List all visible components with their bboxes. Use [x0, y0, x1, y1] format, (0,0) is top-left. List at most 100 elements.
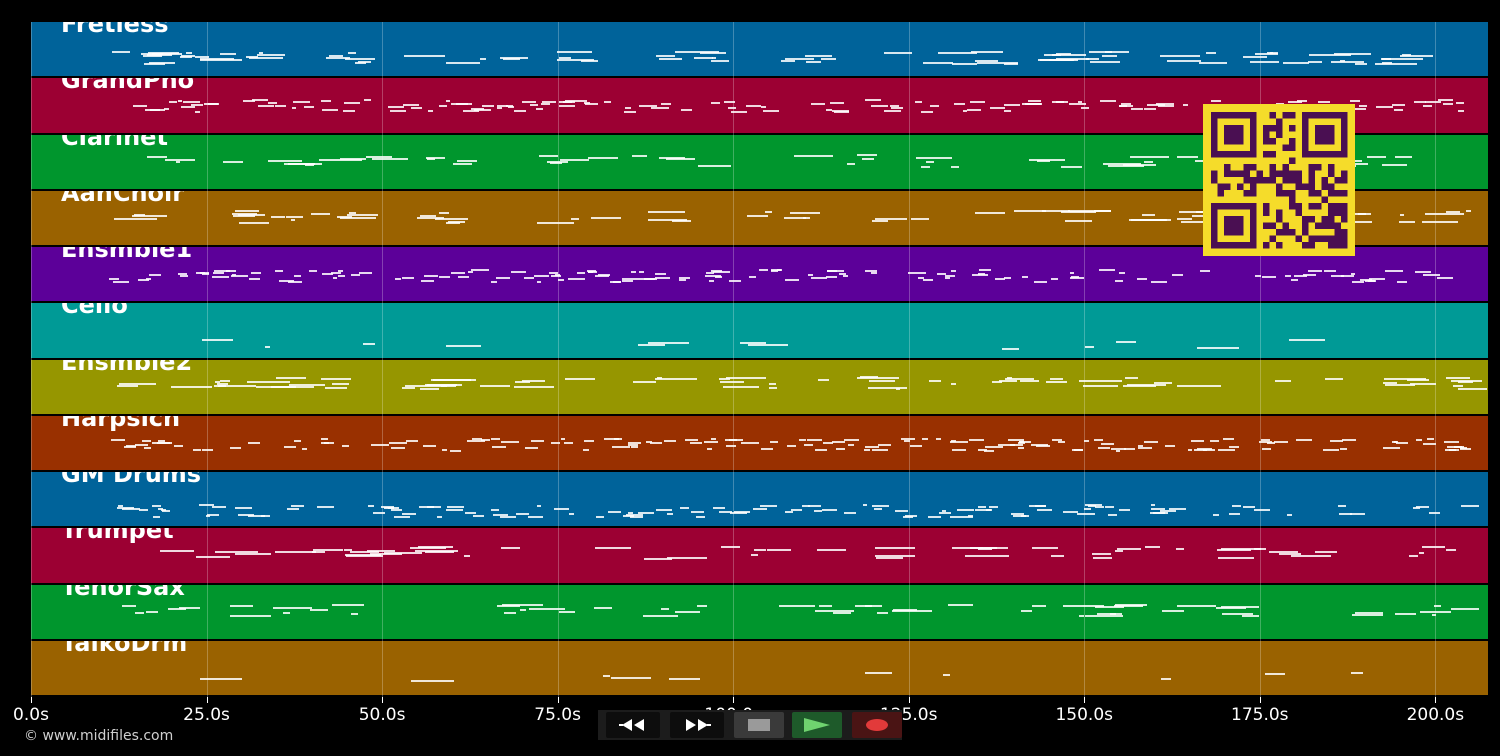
note	[875, 556, 903, 559]
note	[1217, 449, 1235, 452]
note	[591, 216, 622, 219]
note	[622, 278, 640, 281]
note	[695, 515, 706, 518]
note	[802, 217, 810, 220]
note	[145, 610, 158, 613]
note	[181, 106, 196, 109]
note	[811, 102, 825, 105]
rewind-button[interactable]	[606, 712, 660, 738]
note	[313, 549, 343, 552]
note	[1334, 52, 1372, 55]
note	[229, 604, 254, 607]
note	[1329, 439, 1343, 442]
note	[332, 276, 337, 279]
note	[1262, 447, 1272, 450]
play-button[interactable]	[792, 712, 842, 738]
record-button[interactable]	[852, 712, 902, 738]
note	[114, 217, 158, 220]
note	[122, 508, 140, 511]
note	[293, 101, 311, 104]
note	[521, 379, 545, 382]
note	[1451, 608, 1479, 611]
gridline	[1084, 22, 1086, 697]
note	[174, 445, 183, 448]
note	[332, 604, 364, 607]
note	[871, 449, 888, 452]
track-cello: Cello	[31, 303, 1488, 360]
note	[245, 55, 259, 58]
note	[970, 50, 1003, 53]
note	[111, 51, 130, 54]
note	[389, 109, 407, 112]
note	[1099, 269, 1115, 272]
note	[1355, 62, 1368, 65]
note	[1022, 275, 1029, 278]
note	[621, 280, 634, 283]
note	[495, 277, 511, 280]
note	[1315, 551, 1338, 554]
note	[218, 384, 227, 387]
note	[1269, 52, 1278, 55]
note	[1176, 218, 1193, 221]
note	[149, 274, 162, 277]
note	[1081, 106, 1089, 109]
note	[1223, 438, 1235, 441]
note	[237, 213, 266, 216]
note	[787, 445, 797, 448]
note	[344, 101, 360, 104]
note	[892, 608, 918, 611]
note	[1094, 606, 1124, 609]
note	[1254, 275, 1261, 278]
note	[967, 514, 974, 517]
note	[134, 611, 144, 614]
note	[911, 217, 929, 220]
note	[1276, 102, 1284, 105]
note	[1176, 156, 1199, 159]
note	[1295, 439, 1313, 442]
note	[739, 342, 766, 345]
note	[199, 677, 242, 680]
note	[1409, 382, 1436, 385]
track-notes	[31, 247, 1488, 301]
note	[769, 505, 777, 508]
note	[415, 550, 458, 553]
stop-button[interactable]	[734, 712, 784, 738]
note	[678, 277, 691, 280]
note	[680, 507, 689, 510]
note	[604, 100, 611, 103]
note	[936, 438, 941, 441]
note	[457, 275, 469, 278]
note	[768, 382, 776, 385]
note	[784, 216, 807, 219]
note	[1383, 381, 1398, 384]
note	[1454, 446, 1464, 449]
note	[351, 613, 358, 616]
note	[538, 154, 558, 157]
note	[1077, 513, 1095, 516]
note	[870, 104, 888, 107]
note	[574, 99, 587, 102]
fast-forward-button[interactable]	[670, 712, 724, 738]
track-label: Cello	[61, 303, 128, 320]
note	[195, 56, 210, 59]
note	[1210, 439, 1219, 442]
note	[639, 270, 644, 273]
note	[1385, 270, 1403, 273]
note	[1050, 377, 1063, 380]
note	[1211, 99, 1222, 102]
note	[179, 274, 188, 277]
note	[1350, 272, 1355, 275]
note	[1255, 52, 1278, 55]
note	[1037, 159, 1051, 162]
gridline	[206, 22, 208, 697]
track-notes	[31, 78, 1488, 132]
note	[685, 438, 699, 441]
note	[1400, 213, 1405, 216]
note	[343, 549, 353, 552]
note	[1031, 443, 1048, 446]
note	[1221, 548, 1261, 551]
note	[351, 274, 361, 277]
note	[148, 61, 176, 64]
note	[1340, 447, 1347, 450]
note	[293, 274, 301, 277]
